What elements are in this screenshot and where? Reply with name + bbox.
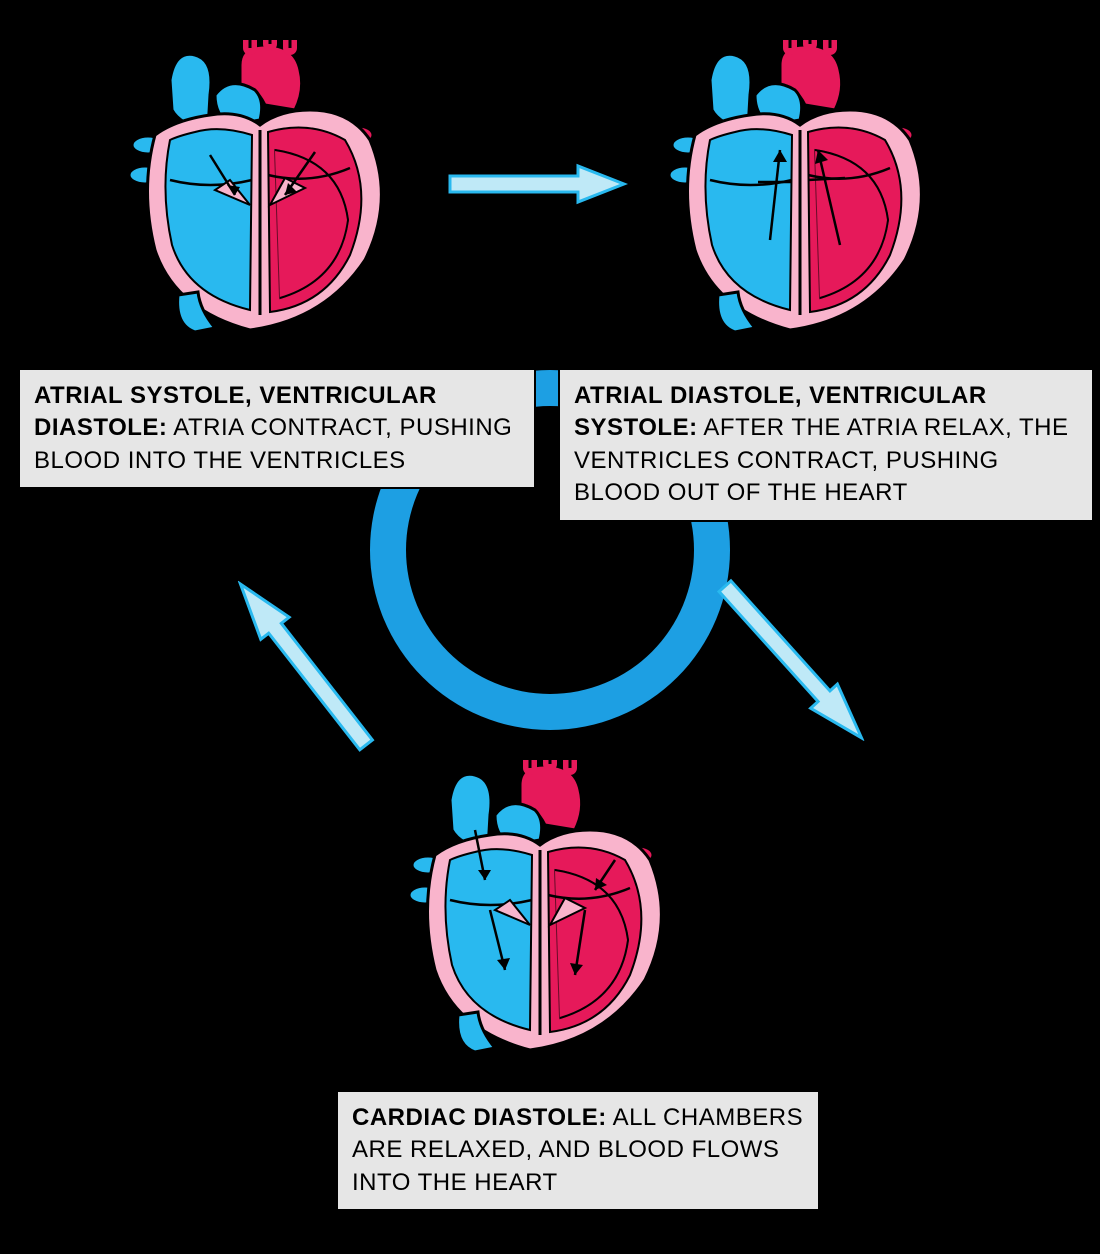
heart-ventricular-systole-icon (640, 40, 960, 340)
arrow-top-icon (448, 162, 628, 206)
caption-cardiac-diastole-bold: CARDIAC DIASTOLE: (352, 1104, 607, 1131)
caption-cardiac-diastole: CARDIAC DIASTOLE: ALL CHAMBERS ARE RELAX… (336, 1090, 820, 1211)
caption-ventricular-systole: ATRIAL DIASTOLE, VENTRICULAR SYSTOLE: AF… (558, 368, 1094, 522)
caption-atrial-systole: ATRIAL SYSTOLE, VENTRICULAR DIASTOLE: AT… (18, 368, 536, 489)
heart-cardiac-diastole-icon (380, 760, 700, 1060)
heart-atrial-systole-icon (100, 40, 420, 340)
